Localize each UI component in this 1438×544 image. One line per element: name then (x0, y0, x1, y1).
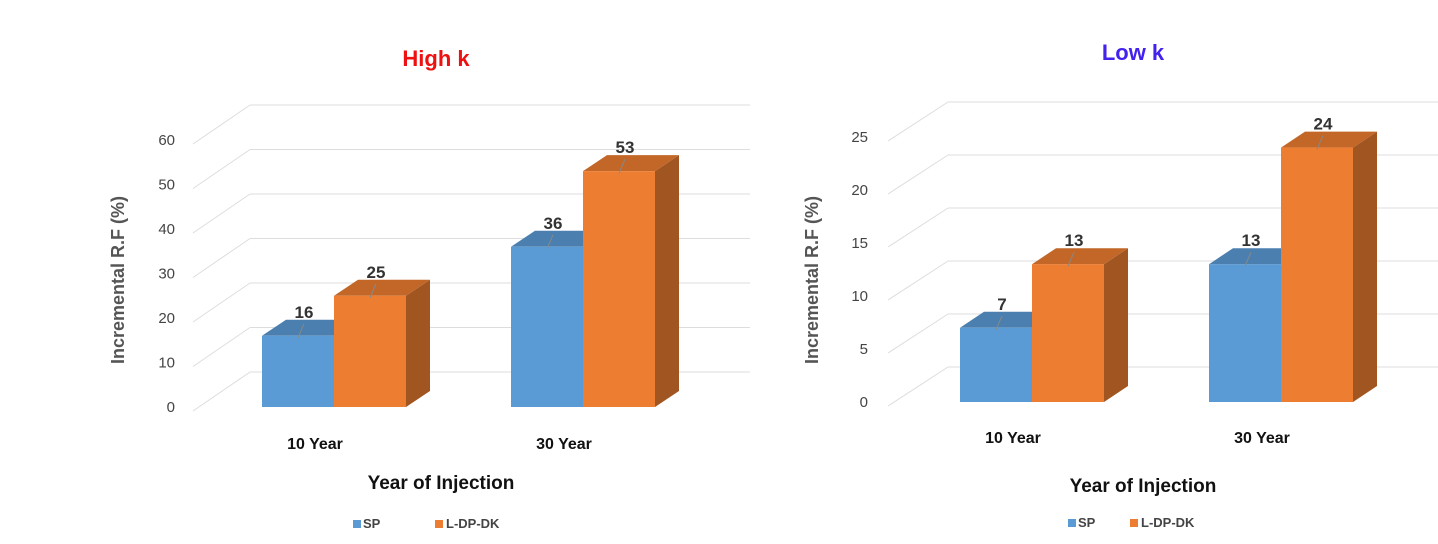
chart-title: Low k (1102, 40, 1165, 65)
data-label-leader (297, 323, 305, 338)
data-label-leader (995, 315, 1003, 330)
legend-swatch (353, 520, 361, 528)
y-tick-label: 10 (158, 355, 175, 372)
y-tick-label: 15 (851, 235, 868, 252)
y-tick-label: 10 (851, 288, 868, 305)
data-label: 7 (997, 295, 1006, 314)
x-tick-label: 30 Year (1234, 430, 1290, 447)
data-label: 13 (1065, 231, 1084, 250)
data-label: 25 (367, 263, 386, 282)
bar-side (1353, 131, 1377, 402)
y-tick-label: 25 (851, 129, 868, 146)
gridline-diagonal (192, 371, 251, 412)
data-label-leader (1316, 135, 1324, 150)
data-label-leader (1244, 252, 1252, 267)
bar-side (406, 279, 430, 407)
legend-label: SP (1078, 515, 1096, 530)
y-tick-label: 50 (158, 177, 175, 194)
legend-label: L-DP-DK (446, 516, 500, 531)
bar-sp-2 (511, 246, 583, 407)
legend-swatch (1130, 519, 1138, 527)
gridline-diagonal (887, 260, 949, 301)
y-tick-label: 40 (158, 221, 175, 238)
y-axis-title: Incremental R.F (%) (802, 196, 822, 364)
y-tick-label: 5 (860, 341, 868, 358)
gridline-diagonal (192, 238, 251, 278)
x-tick-label: 30 Year (536, 436, 592, 453)
bar-sp-2 (1209, 264, 1281, 402)
bar-top (1032, 248, 1128, 265)
gridline-diagonal (192, 149, 251, 189)
y-tick-label: 60 (158, 132, 175, 149)
bar-l-dp-dk-1 (1032, 264, 1104, 402)
gridline-diagonal (192, 193, 251, 234)
y-tick-label: 0 (860, 394, 868, 411)
gridline-diagonal (887, 207, 949, 248)
bar-side (1104, 248, 1128, 402)
gridline-diagonal (192, 327, 251, 367)
legend-label: L-DP-DK (1141, 515, 1195, 530)
x-tick-label: 10 Year (287, 436, 343, 453)
y-tick-label: 20 (158, 310, 175, 327)
bar-sp-1 (960, 327, 1032, 402)
data-label-leader (369, 283, 377, 298)
gridline-diagonal (887, 313, 949, 354)
legend: SP L-DP-DK (1068, 515, 1195, 530)
bar-l-dp-dk-2 (1281, 147, 1353, 402)
gridline-diagonal (192, 104, 251, 145)
y-axis-title: Incremental R.F (%) (108, 196, 128, 364)
data-label-leader (618, 158, 626, 174)
data-label-leader (546, 234, 554, 249)
data-label-leader (1067, 252, 1075, 267)
bar-l-dp-dk-1 (334, 295, 406, 407)
legend: SP L-DP-DK (353, 516, 500, 531)
bar-sp-1 (262, 335, 334, 407)
chart-1: High k 0 10 20 30 40 50 60 16 25 10 Year 36 53 30 Yea… (108, 46, 750, 531)
y-tick-label: 30 (158, 266, 175, 283)
x-tick-label: 10 Year (985, 430, 1041, 447)
chart-title: High k (402, 46, 470, 71)
gridline-diagonal (887, 101, 949, 142)
gridline-diagonal (887, 154, 949, 195)
data-label: 36 (544, 214, 563, 233)
data-label: 13 (1242, 231, 1261, 250)
legend-label: SP (363, 516, 381, 531)
x-axis-title: Year of Injection (1070, 476, 1217, 497)
y-tick-label: 20 (851, 182, 868, 199)
x-axis-title: Year of Injection (368, 473, 515, 494)
legend-swatch (1068, 519, 1076, 527)
bar-l-dp-dk-2 (583, 171, 655, 407)
bar-top (334, 279, 430, 296)
bar-side (655, 155, 679, 407)
bar-top (1281, 131, 1377, 148)
y-tick-label: 0 (167, 399, 175, 416)
legend-swatch (435, 520, 443, 528)
gridline-diagonal (192, 282, 251, 323)
chart-2: Low k 0 5 10 15 20 25 7 13 10 Year 13 24 30 Year Year… (802, 40, 1438, 530)
gridline-diagonal (887, 366, 949, 407)
data-label: 24 (1314, 115, 1333, 134)
data-label: 16 (295, 303, 314, 322)
data-label: 53 (616, 138, 635, 157)
bar-top (583, 155, 679, 172)
